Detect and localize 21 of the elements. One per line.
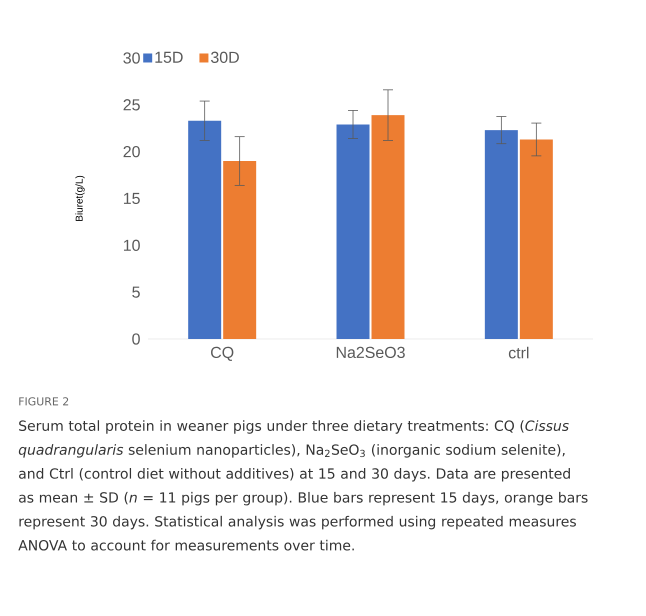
y-tick-label: 25 bbox=[124, 99, 140, 110]
x-tick-label: ctrl bbox=[508, 346, 528, 358]
y-tick-label: 5 bbox=[132, 286, 140, 298]
x-tick-label: Na2SeO3 bbox=[336, 346, 405, 358]
bar bbox=[372, 115, 405, 339]
y-tick-label: 0 bbox=[132, 333, 140, 345]
x-tick-label: CQ bbox=[211, 346, 234, 361]
y-tick-label: 10 bbox=[124, 240, 140, 251]
y-tick-label: 15 bbox=[124, 192, 140, 204]
text: Serum total protein in weaner pigs under three dietary treatments: CQ (Cissus quadrangularis selenium nanoparticles), Na$_{2}$SeO$_{3}$ (inorganic sodium selenite), and Ctrl (control diet without additives) at 15 and 30 days. Data are presented as mean ± SD (n = 11 pigs per group). Blue bars represent 15 days, orange bars represent 30 days. Statistical analysis was performed using repeated measures ANOVA to account for measurements over time. bbox=[18, 420, 588, 551]
y-axis-title: Biuret(g/L) bbox=[75, 176, 85, 221]
y-tick-label: 30 bbox=[123, 52, 140, 64]
bar bbox=[223, 161, 256, 339]
legend-label: 30D bbox=[211, 52, 239, 63]
legend-label: 15D bbox=[155, 52, 183, 63]
bar bbox=[336, 124, 370, 339]
bar bbox=[520, 139, 553, 339]
bar bbox=[484, 130, 518, 339]
caption: FIGURE 2 bbox=[19, 397, 68, 406]
y-tick-label: 20 bbox=[124, 146, 140, 158]
bar bbox=[188, 120, 222, 339]
